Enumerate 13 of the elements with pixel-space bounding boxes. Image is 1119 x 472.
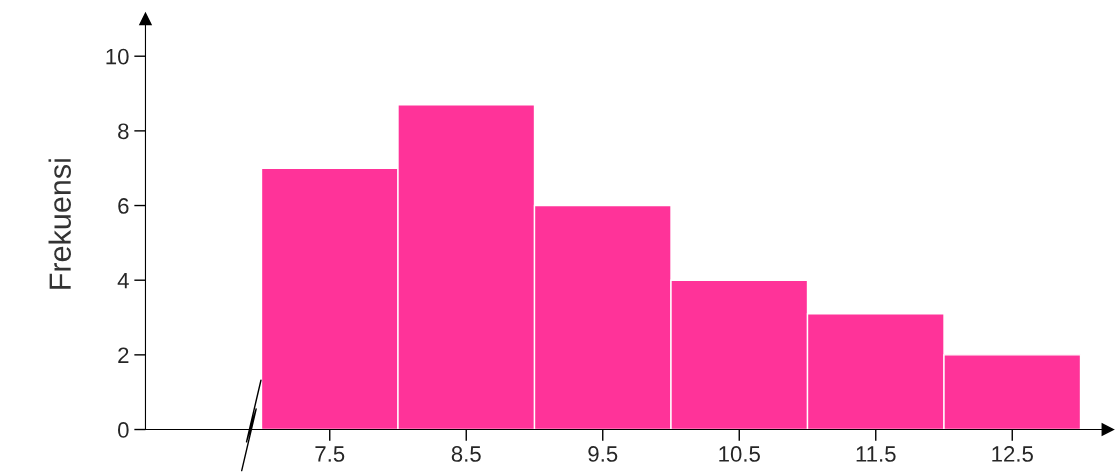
y-tick-label: 8 [118, 123, 129, 140]
x-tick-label: 7.5 [315, 446, 345, 462]
x-tick-label: 11.5 [856, 446, 896, 462]
x-tick-label: 8.5 [451, 446, 481, 462]
x-tick-label: 12.5 [992, 446, 1033, 462]
y-axis-title: Frekuensi [48, 159, 71, 289]
y-tick-label: 0 [118, 422, 129, 438]
x-tick-label: 9.5 [588, 446, 618, 462]
y-tick-label: 6 [118, 198, 129, 214]
y-tick-label: 2 [118, 347, 129, 363]
x-tick-label: 10.5 [719, 446, 760, 462]
y-tick-label: 10 [106, 48, 129, 65]
y-tick-label: 4 [117, 272, 129, 289]
